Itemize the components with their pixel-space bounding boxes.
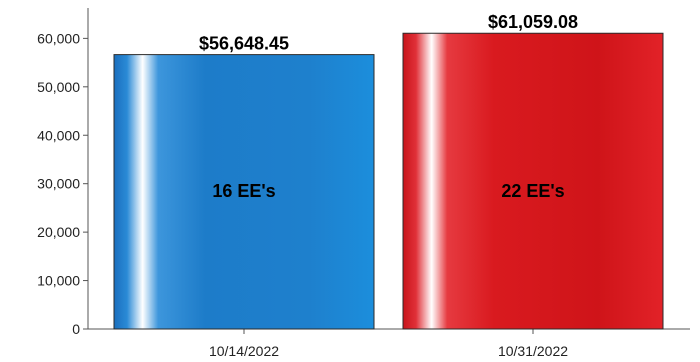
bar (402, 32, 664, 330)
bars (113, 32, 664, 330)
y-tick-label: 0 (72, 321, 80, 337)
x-tick-label: 10/14/2022 (209, 343, 279, 359)
bar (113, 54, 375, 330)
bar-inner-label: 16 EE's (212, 181, 275, 201)
bar-value-label: $56,648.45 (199, 34, 289, 54)
axes: 0 10,000 20,000 30,000 40,000 50,000 60,000 (37, 8, 690, 337)
y-tick-label: 30,000 (37, 176, 80, 192)
labels: 10/14/2022 $56,648.45 16 EE's 10/31/2022 $61… (199, 12, 578, 359)
x-tick-label: 10/31/2022 (498, 343, 568, 359)
bar-value-label: $61,059.08 (488, 12, 578, 32)
y-tick-label: 10,000 (37, 273, 80, 289)
bar-inner-label: 22 EE's (501, 181, 564, 201)
y-tick-label: 40,000 (37, 127, 80, 143)
y-tick-label: 20,000 (37, 224, 80, 240)
y-tick-label: 60,000 (37, 30, 80, 46)
y-tick-label: 50,000 (37, 79, 80, 95)
